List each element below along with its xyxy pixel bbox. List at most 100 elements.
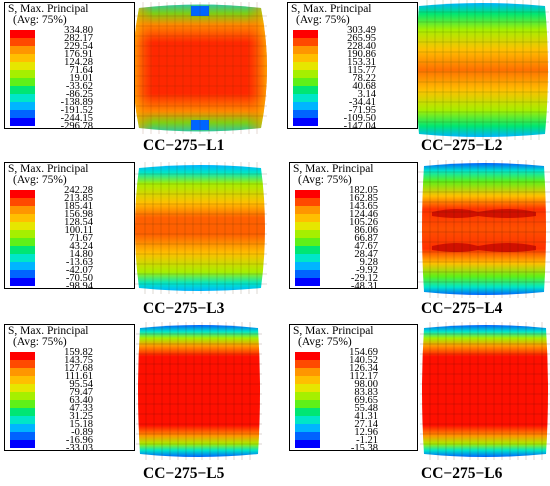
legend-value: 12.96 bbox=[354, 427, 378, 438]
caption-l1: CC−275−L1 bbox=[143, 137, 225, 154]
legend-value: 95.54 bbox=[69, 379, 93, 390]
legend-value: 69.65 bbox=[354, 395, 378, 406]
legend-value: 153.31 bbox=[347, 57, 376, 68]
legend-title: S, Max. Principal bbox=[8, 325, 89, 337]
legend-value: 79.47 bbox=[69, 387, 93, 398]
legend-value: -296.78 bbox=[60, 121, 93, 132]
legend-value: 47.67 bbox=[354, 241, 378, 252]
legend-value: 19.01 bbox=[69, 73, 93, 84]
legend-value: 86.06 bbox=[354, 225, 378, 236]
legend-value: 15.18 bbox=[69, 419, 93, 430]
contour-panel-l3: S, Max. Principal (Avg: 75%) 242.28 213.… bbox=[0, 160, 270, 320]
legend-value: 265.95 bbox=[347, 33, 376, 44]
legend-value: 228.40 bbox=[347, 41, 376, 52]
legend-value: 159.82 bbox=[64, 347, 93, 358]
legend-value: 213.85 bbox=[64, 193, 93, 204]
contour-panel-l5: S, Max. Principal (Avg: 75%) 159.82 143.… bbox=[0, 322, 270, 482]
legend-color-bar bbox=[10, 30, 35, 126]
legend-value: 334.80 bbox=[64, 25, 93, 36]
legend-value: 176.91 bbox=[64, 49, 93, 60]
legend-value: 303.49 bbox=[347, 25, 376, 36]
legend-value: -33.62 bbox=[65, 81, 93, 92]
legend-value: 105.26 bbox=[349, 217, 378, 228]
legend-values: 242.28 213.85 185.41 156.98 128.54 100.1… bbox=[39, 185, 93, 292]
legend-value: 71.64 bbox=[69, 65, 93, 76]
legend-value: 55.48 bbox=[354, 403, 378, 414]
legend-title: S, Max. Principal bbox=[8, 163, 89, 175]
legend-value: -70.50 bbox=[65, 273, 93, 284]
legend-color-bar bbox=[295, 352, 320, 448]
legend-value: 143.65 bbox=[349, 201, 378, 212]
legend-value: -244.15 bbox=[60, 113, 93, 124]
legend-value: 63.40 bbox=[69, 395, 93, 406]
legend-color-bar bbox=[295, 190, 320, 286]
legend-value: 282.17 bbox=[64, 33, 93, 44]
legend-value: 242.28 bbox=[64, 185, 93, 196]
legend-value: 9.28 bbox=[359, 257, 378, 268]
legend-title: S, Max. Principal bbox=[293, 325, 374, 337]
legend-value: 27.14 bbox=[354, 419, 378, 430]
cylinder-contour-l6 bbox=[420, 322, 550, 460]
legend-title: S, Max. Principal bbox=[291, 3, 372, 15]
legend-l1: S, Max. Principal (Avg: 75%) 334.80 282.… bbox=[4, 2, 135, 132]
legend-value: 190.86 bbox=[347, 49, 376, 60]
legend-color-bar bbox=[293, 30, 318, 126]
legend-subtitle: (Avg: 75%) bbox=[13, 174, 67, 186]
cylinder-contour-l2 bbox=[415, 0, 549, 140]
legend-subtitle: (Avg: 75%) bbox=[13, 14, 67, 26]
legend-subtitle: (Avg: 75%) bbox=[298, 174, 352, 186]
legend-subtitle: (Avg: 75%) bbox=[298, 336, 352, 348]
legend-l5: S, Max. Principal (Avg: 75%) 159.82 143.… bbox=[4, 324, 135, 454]
legend-value: 143.75 bbox=[64, 355, 93, 366]
legend-value: 154.69 bbox=[349, 347, 378, 358]
caption-l2: CC−275−L2 bbox=[421, 137, 503, 154]
cylinder-contour-l1 bbox=[133, 2, 267, 134]
legend-value: 41.31 bbox=[354, 411, 378, 422]
legend-value: 47.33 bbox=[69, 403, 93, 414]
cylinder-contour-l5 bbox=[136, 322, 262, 460]
legend-color-bar bbox=[10, 190, 35, 286]
contour-panel-l6: S, Max. Principal (Avg: 75%) 154.69 140.… bbox=[285, 322, 550, 482]
caption-l5: CC−275−L5 bbox=[143, 465, 225, 482]
contour-panel-l1: S, Max. Principal (Avg: 75%) 334.80 282.… bbox=[0, 0, 270, 160]
legend-l6: S, Max. Principal (Avg: 75%) 154.69 140.… bbox=[289, 324, 418, 454]
legend-value: 71.67 bbox=[69, 233, 93, 244]
legend-value: -191.52 bbox=[60, 105, 93, 116]
legend-value: -1.21 bbox=[356, 435, 378, 446]
legend-value: -34.41 bbox=[348, 97, 376, 108]
legend-value: 124.46 bbox=[349, 209, 378, 220]
legend-value: 128.54 bbox=[64, 217, 93, 228]
caption-l3: CC−275−L3 bbox=[143, 300, 225, 317]
legend-l3: S, Max. Principal (Avg: 75%) 242.28 213.… bbox=[4, 162, 135, 292]
legend-value: 40.68 bbox=[352, 81, 376, 92]
legend-value: 124.28 bbox=[64, 57, 93, 68]
legend-value: 156.98 bbox=[64, 209, 93, 220]
legend-value: 83.83 bbox=[354, 387, 378, 398]
legend-values: 159.82 143.75 127.68 111.61 95.54 79.47 … bbox=[39, 347, 93, 454]
legend-color-bar bbox=[10, 352, 35, 448]
legend-value: -71.95 bbox=[348, 105, 376, 116]
legend-value: 229.54 bbox=[64, 41, 93, 52]
legend-values: 303.49 265.95 228.40 190.86 153.31 115.7… bbox=[322, 25, 376, 132]
legend-value: 185.41 bbox=[64, 201, 93, 212]
legend-values: 182.05 162.85 143.65 124.46 105.26 86.06… bbox=[324, 185, 378, 292]
legend-value: -29.12 bbox=[350, 273, 378, 284]
legend-value: -13.63 bbox=[65, 257, 93, 268]
legend-value: -147.04 bbox=[343, 121, 376, 132]
caption-l6: CC−275−L6 bbox=[421, 465, 503, 482]
legend-value: 126.34 bbox=[349, 363, 378, 374]
legend-l2: S, Max. Principal (Avg: 75%) 303.49 265.… bbox=[287, 2, 418, 132]
legend-value: -138.89 bbox=[60, 97, 93, 108]
legend-value: 31.25 bbox=[69, 411, 93, 422]
legend-value: -15.38 bbox=[350, 443, 378, 454]
legend-value: -109.50 bbox=[343, 113, 376, 124]
legend-value: 14.80 bbox=[69, 249, 93, 260]
legend-value: -98.94 bbox=[65, 281, 93, 292]
contour-panel-l2: S, Max. Principal (Avg: 75%) 303.49 265.… bbox=[285, 0, 550, 160]
legend-value: 127.68 bbox=[64, 363, 93, 374]
legend-value: 78.22 bbox=[352, 73, 376, 84]
legend-value: -86.25 bbox=[65, 89, 93, 100]
legend-values: 334.80 282.17 229.54 176.91 124.28 71.64… bbox=[39, 25, 93, 132]
legend-value: 43.24 bbox=[69, 241, 93, 252]
legend-values: 154.69 140.52 126.34 112.17 98.00 83.83 … bbox=[324, 347, 378, 454]
